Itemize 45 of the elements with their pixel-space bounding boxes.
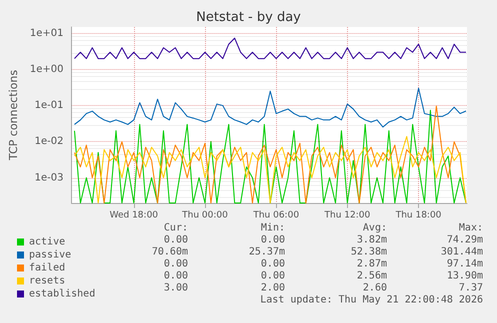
y-tick-label: 1e+01	[30, 28, 64, 39]
legend-label: passive	[29, 250, 72, 260]
text: 0.00	[164, 270, 188, 282]
text: Cur:	[164, 222, 188, 234]
text: Last update: Thu May 21 22:00:48 2026	[260, 294, 483, 306]
text: 301.44m	[440, 246, 483, 258]
line-series	[74, 88, 467, 128]
text: 74.29m	[446, 234, 483, 246]
text: 52.38m	[350, 246, 387, 258]
text: 97.14m	[446, 258, 483, 270]
text: 2.60	[362, 282, 387, 294]
legend-label: failed	[29, 262, 66, 274]
x-tick-label: Thu 12:00	[324, 210, 370, 220]
text: Max:	[458, 222, 483, 234]
y-tick-label: 1e-03	[34, 172, 64, 184]
y-tick-label: 1e+00	[30, 64, 64, 75]
text: 25.37m	[248, 246, 285, 258]
text: 3.82m	[356, 234, 387, 246]
line-series	[74, 136, 467, 204]
x-tick-label: Thu 00:00	[181, 210, 228, 220]
text: 0.00	[260, 270, 285, 282]
text: Avg:	[362, 222, 387, 234]
x-tick-label: Wed 18:00	[110, 210, 158, 220]
text: Min:	[260, 222, 285, 234]
text: 2.87m	[356, 258, 387, 270]
text: 0.00	[164, 258, 188, 270]
y-tick-label: 1e-01	[34, 100, 64, 112]
x-tick-label: Thu 18:00	[394, 210, 442, 220]
text: 0.00	[260, 234, 285, 246]
chart-title: Netstat - by day	[196, 10, 302, 25]
y-axis-title: TCP connections	[7, 70, 20, 162]
text: 70.60m	[152, 246, 188, 258]
legend-label: active	[29, 236, 66, 248]
y-tick-label: 1e-02	[34, 136, 64, 148]
text: 13.90m	[446, 270, 483, 282]
text: 2.56m	[356, 270, 387, 282]
legend-label: established	[29, 288, 96, 300]
text: 0.00	[260, 258, 285, 270]
x-tick-label: Thu 06:00	[252, 210, 300, 220]
text: 3.00	[164, 282, 188, 294]
legend-label: resets	[29, 276, 66, 286]
text: 2.00	[260, 282, 285, 294]
text: 0.00	[164, 234, 188, 246]
line-series	[74, 38, 467, 60]
text: 7.37	[458, 282, 483, 294]
